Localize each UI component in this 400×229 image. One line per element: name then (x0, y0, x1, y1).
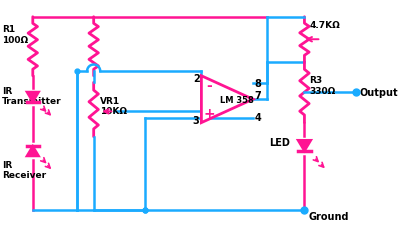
Text: LED: LED (269, 138, 290, 148)
Text: IR
Transmitter: IR Transmitter (2, 86, 62, 106)
Text: 8: 8 (255, 79, 262, 89)
Polygon shape (201, 76, 253, 123)
Text: Output: Output (360, 87, 398, 97)
Text: 2: 2 (193, 74, 200, 84)
Polygon shape (298, 141, 311, 151)
Text: 4.7KΩ: 4.7KΩ (309, 20, 340, 30)
Polygon shape (27, 93, 38, 102)
Text: 7: 7 (255, 91, 262, 101)
Text: 3: 3 (193, 116, 200, 125)
Text: VR1
10KΩ: VR1 10KΩ (100, 97, 127, 116)
Text: 4: 4 (255, 112, 262, 123)
Text: LM 358: LM 358 (220, 95, 254, 104)
Text: IR
Receiver: IR Receiver (2, 160, 46, 180)
Polygon shape (27, 147, 38, 156)
Text: R1
100Ω: R1 100Ω (2, 25, 28, 44)
Text: +: + (203, 107, 215, 121)
Text: -: - (206, 79, 212, 93)
Text: Ground: Ground (308, 211, 349, 221)
Text: R3
330Ω: R3 330Ω (309, 76, 335, 95)
